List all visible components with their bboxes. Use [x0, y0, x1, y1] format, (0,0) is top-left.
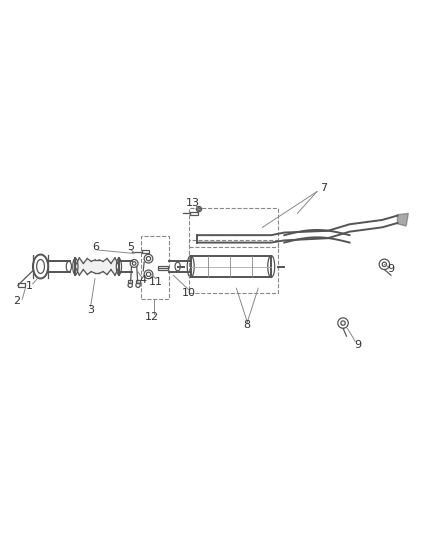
Text: 10: 10 — [181, 288, 195, 297]
Bar — [191, 256, 271, 277]
Bar — [188, 208, 278, 247]
Bar — [141, 250, 149, 254]
Text: 9: 9 — [387, 264, 395, 273]
Text: 2: 2 — [13, 296, 20, 306]
Text: 3: 3 — [87, 305, 94, 315]
Text: 11: 11 — [149, 277, 163, 287]
Text: 8: 8 — [244, 320, 251, 330]
Polygon shape — [397, 213, 408, 226]
Bar — [136, 280, 140, 282]
Text: 12: 12 — [145, 312, 159, 321]
Text: 1: 1 — [26, 281, 33, 291]
Bar — [158, 266, 168, 270]
Bar — [141, 236, 169, 299]
Bar — [128, 280, 132, 282]
Text: 7: 7 — [320, 183, 327, 193]
Bar — [188, 240, 278, 293]
Text: 5: 5 — [127, 242, 134, 252]
Text: 13: 13 — [186, 198, 200, 208]
Bar — [190, 212, 198, 215]
Text: 6: 6 — [92, 242, 99, 252]
Bar — [18, 283, 25, 287]
Text: 4: 4 — [139, 274, 146, 285]
Text: 9: 9 — [355, 340, 362, 350]
